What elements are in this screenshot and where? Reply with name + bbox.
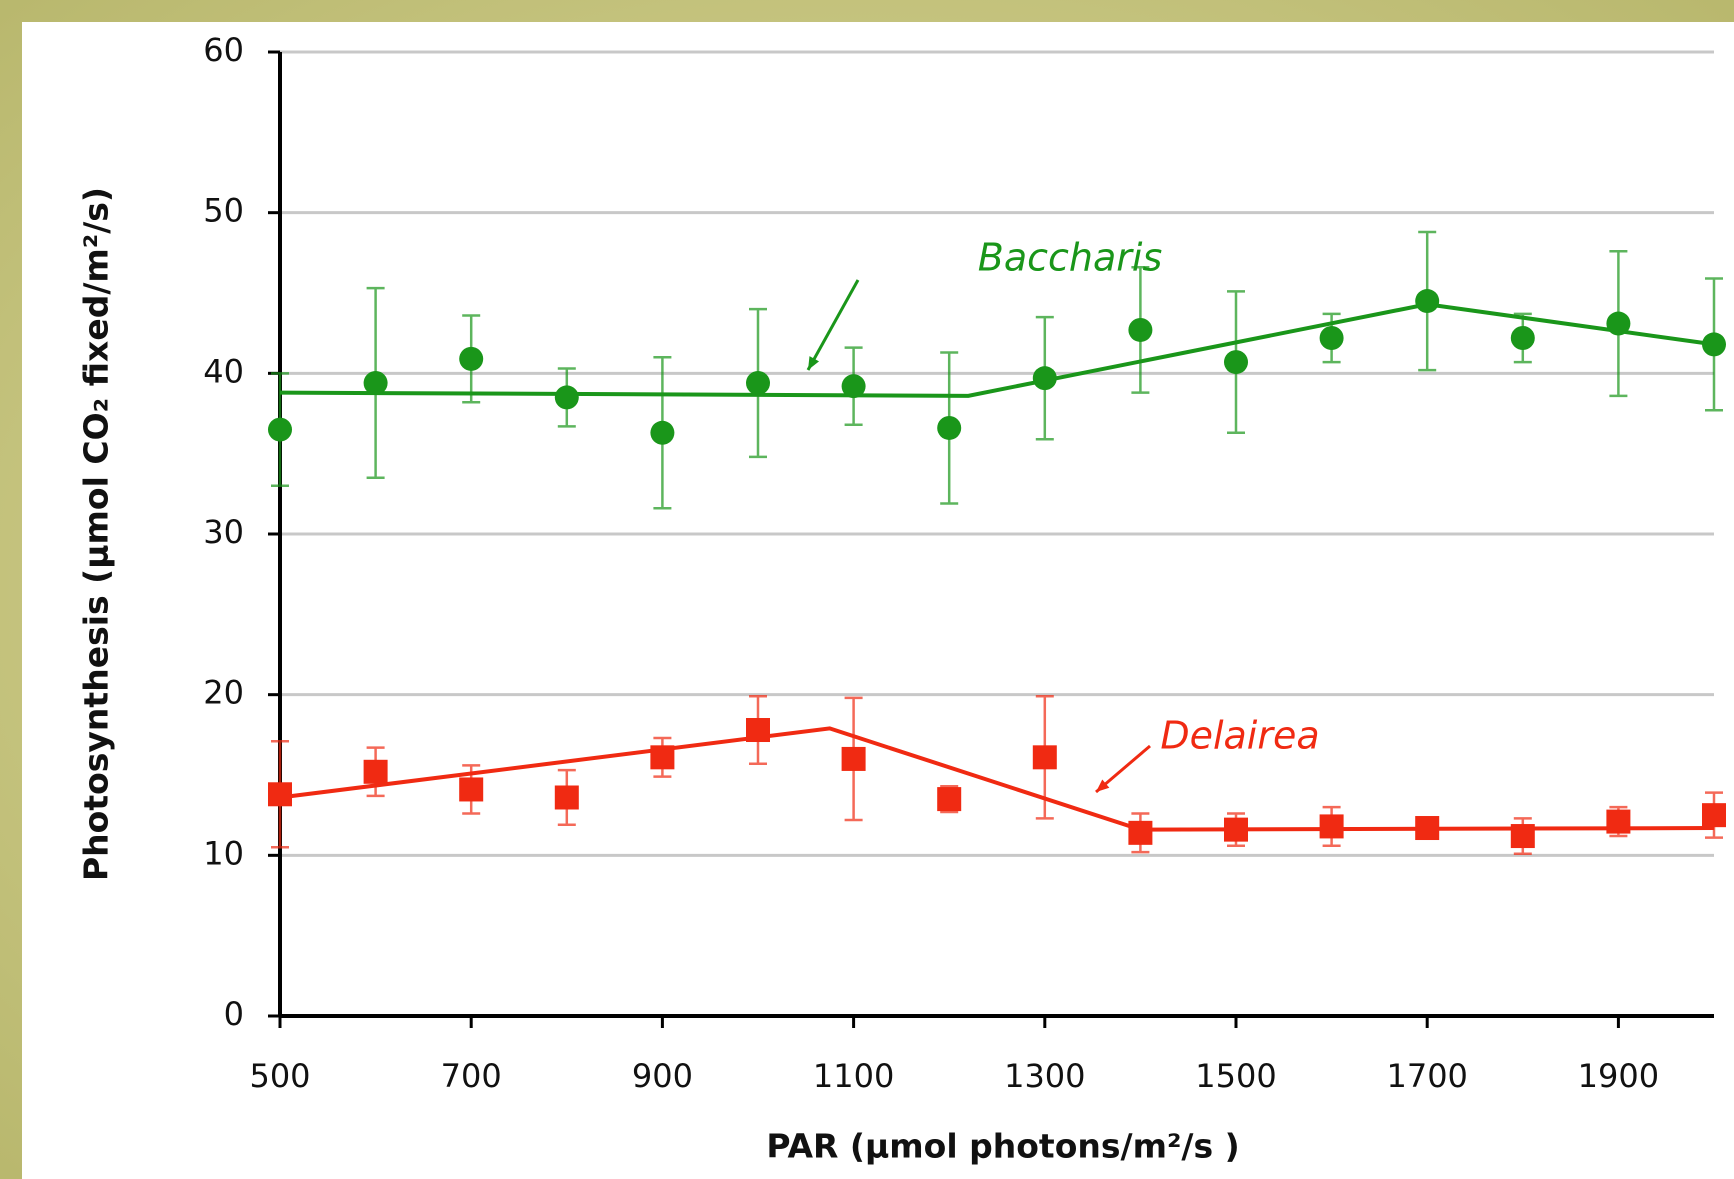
y-tick-label: 0	[224, 995, 244, 1033]
y-tick-label: 30	[203, 513, 244, 551]
series-label: Delairea	[1160, 714, 1319, 758]
point	[459, 346, 484, 371]
point	[1415, 289, 1440, 314]
y-tick-label: 20	[203, 674, 244, 712]
point	[1319, 814, 1344, 839]
point	[1128, 820, 1153, 845]
point	[1224, 350, 1248, 375]
y-tick-label: 40	[203, 352, 244, 390]
point	[268, 417, 292, 442]
point	[554, 785, 579, 810]
x-tick-label: 500	[249, 1057, 310, 1095]
point	[1606, 809, 1631, 834]
point	[1702, 803, 1726, 828]
point	[937, 787, 962, 812]
annotation-arrowhead	[1096, 779, 1110, 792]
annotation-arrow	[806, 279, 860, 371]
annotation-arrowhead	[808, 356, 820, 370]
x-axis-label: PAR (µmol photons/m²/s )	[766, 1127, 1239, 1166]
y-tick-label: 10	[203, 834, 244, 872]
point	[650, 745, 675, 770]
y-tick-label: 50	[203, 192, 244, 230]
point	[1510, 824, 1535, 849]
point	[554, 385, 579, 410]
point	[363, 370, 388, 395]
x-tick-label: 900	[632, 1057, 693, 1095]
point	[268, 782, 292, 807]
point	[746, 718, 770, 743]
point	[841, 746, 866, 771]
series-label: Baccharis	[978, 236, 1163, 280]
point	[841, 374, 866, 399]
x-tick-label: 1900	[1578, 1057, 1659, 1095]
x-tick-label: 1100	[813, 1057, 894, 1095]
point	[1032, 366, 1057, 391]
point	[1606, 311, 1631, 336]
point	[459, 777, 484, 802]
point	[1415, 816, 1440, 841]
plot-panel	[22, 22, 1734, 1179]
y-axis-label: Photosynthesis (µmol CO₂ fixed/m²/s)	[77, 187, 116, 881]
point	[650, 420, 675, 445]
point	[746, 370, 770, 395]
x-tick-label: 1700	[1386, 1057, 1467, 1095]
point	[937, 415, 962, 440]
point	[1032, 745, 1057, 770]
y-tick-label: 60	[203, 31, 244, 69]
point	[1128, 317, 1153, 342]
point	[1510, 325, 1535, 350]
trend-line	[279, 302, 1715, 398]
point	[363, 759, 388, 784]
point	[1319, 325, 1344, 350]
point	[1702, 332, 1726, 357]
x-tick-label: 700	[441, 1057, 502, 1095]
point	[1224, 817, 1248, 842]
x-tick-label: 1500	[1195, 1057, 1276, 1095]
x-tick-label: 1300	[1004, 1057, 1085, 1095]
